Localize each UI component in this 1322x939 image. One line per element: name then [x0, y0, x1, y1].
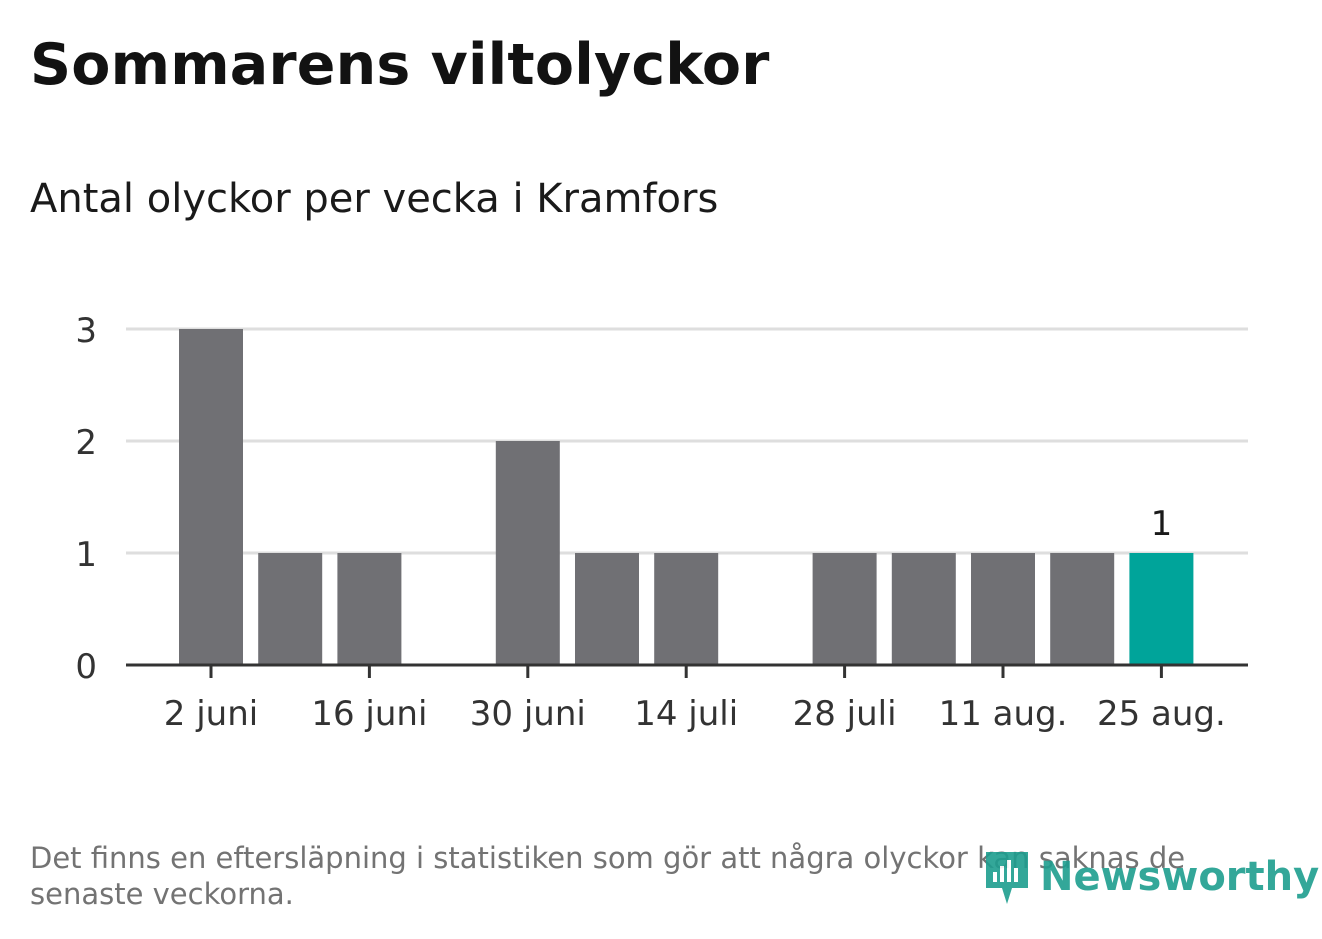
bar — [971, 553, 1035, 665]
y-tick-label: 1 — [75, 535, 97, 575]
bar — [258, 553, 323, 665]
chart-title: Sommarens viltolyckor — [30, 32, 770, 98]
bar — [654, 553, 719, 665]
chart-subtitle: Antal olyckor per vecka i Kramfors — [30, 176, 719, 222]
x-tick-label: 2 juni — [164, 694, 258, 734]
x-tick-label: 14 juli — [634, 694, 738, 734]
bar — [1050, 553, 1115, 665]
y-tick-label: 2 — [75, 423, 97, 463]
x-tick-label: 30 juni — [470, 694, 586, 734]
y-tick-label: 0 — [75, 647, 97, 687]
y-tick-label: 3 — [75, 311, 97, 351]
bar — [337, 553, 402, 665]
newsworthy-logo: Newsworthy — [982, 848, 1319, 906]
bar — [1129, 553, 1194, 665]
bar — [179, 329, 243, 665]
data-label: 1 — [1151, 504, 1173, 544]
x-tick-label: 11 aug. — [939, 694, 1068, 734]
bar — [891, 553, 956, 665]
bar — [495, 441, 560, 665]
bar — [575, 553, 639, 665]
x-tick-label: 16 juni — [311, 694, 427, 734]
newsworthy-logo-icon — [986, 852, 1028, 904]
bar — [812, 553, 877, 665]
x-tick-label: 25 aug. — [1097, 694, 1226, 734]
x-tick-label: 28 juli — [793, 694, 897, 734]
brand-name: Newsworthy — [1040, 854, 1320, 900]
